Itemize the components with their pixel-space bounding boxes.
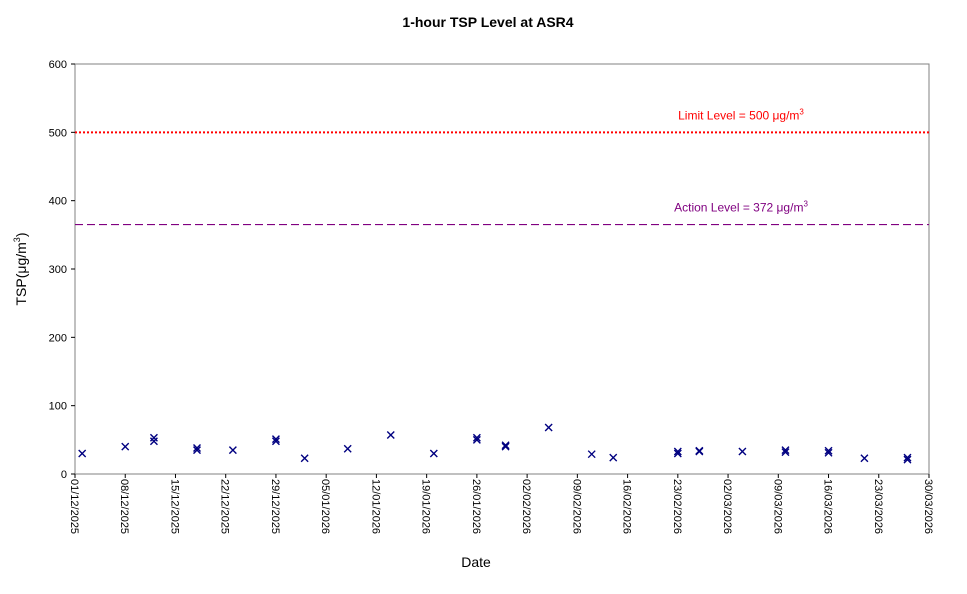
data-point bbox=[472, 435, 481, 444]
y-tick-label: 0 bbox=[61, 469, 67, 481]
y-axis-title-mu: μ bbox=[13, 266, 29, 274]
data-point bbox=[738, 447, 747, 456]
x-tick-label: 23/03/2026 bbox=[872, 479, 884, 534]
data-point bbox=[193, 444, 201, 453]
x-tick-label: 09/02/2026 bbox=[570, 479, 582, 534]
y-tick-label: 600 bbox=[49, 59, 67, 71]
data-point bbox=[149, 433, 158, 442]
y-axis-title-sup: 3 bbox=[12, 237, 22, 242]
data-point bbox=[228, 446, 237, 455]
reference-line-label: Action Level = 372 μg/m3 bbox=[674, 200, 808, 215]
data-point bbox=[343, 444, 352, 453]
x-tick-label: 12/01/2026 bbox=[369, 479, 381, 534]
data-point bbox=[609, 453, 618, 462]
data-point bbox=[193, 446, 201, 455]
data-point bbox=[673, 449, 682, 458]
x-tick-label: 22/12/2025 bbox=[219, 479, 231, 534]
plot-area bbox=[74, 63, 930, 475]
data-point bbox=[121, 442, 130, 451]
data-point bbox=[271, 435, 280, 444]
data-point bbox=[903, 455, 912, 464]
data-point bbox=[544, 423, 553, 432]
y-tick-label: 200 bbox=[49, 332, 67, 344]
y-axis-title-text: TSP( bbox=[13, 273, 29, 305]
data-point bbox=[587, 450, 596, 459]
data-point bbox=[472, 433, 481, 442]
data-point bbox=[695, 446, 704, 455]
x-tick-label: 08/12/2025 bbox=[118, 479, 130, 534]
y-axis-title-close: ) bbox=[13, 233, 29, 238]
x-axis-title: Date bbox=[461, 554, 491, 570]
data-point bbox=[673, 447, 682, 456]
x-axis: 01/12/2025 08/12/2025 15/12/2025 22/12/2025… bbox=[68, 474, 934, 534]
x-tick-label: 05/01/2026 bbox=[319, 479, 331, 534]
y-axis: 0 100 200 300 400 500 600 bbox=[49, 59, 75, 481]
data-point bbox=[429, 449, 438, 458]
x-tick-label: 15/12/2025 bbox=[168, 479, 180, 534]
data-point bbox=[781, 446, 790, 455]
data-point bbox=[271, 437, 280, 446]
data-point bbox=[824, 446, 833, 455]
x-tick-label: 26/01/2026 bbox=[470, 479, 482, 534]
data-markers bbox=[78, 423, 912, 464]
data-point bbox=[78, 449, 87, 458]
reference-line-label: Limit Level = 500 μg/m3 bbox=[678, 107, 804, 122]
x-tick-label: 29/12/2025 bbox=[269, 479, 281, 534]
data-point bbox=[300, 454, 309, 463]
data-point bbox=[149, 437, 158, 446]
data-point bbox=[860, 454, 869, 463]
data-point bbox=[824, 448, 833, 457]
y-tick-label: 500 bbox=[49, 127, 67, 139]
y-tick-label: 100 bbox=[49, 401, 67, 413]
y-axis-title: TSP(μg/m3) bbox=[12, 233, 29, 306]
x-tick-label: 09/03/2026 bbox=[771, 479, 783, 534]
x-tick-label: 23/02/2026 bbox=[671, 479, 683, 534]
data-point bbox=[501, 442, 510, 451]
x-tick-label: 01/12/2025 bbox=[68, 479, 80, 534]
x-tick-label: 19/01/2026 bbox=[420, 479, 432, 534]
x-tick-label: 30/03/2026 bbox=[922, 479, 934, 534]
data-point bbox=[781, 448, 790, 457]
chart-title: 1-hour TSP Level at ASR4 bbox=[402, 14, 573, 30]
data-point bbox=[386, 431, 395, 440]
x-tick-label: 16/02/2026 bbox=[621, 479, 633, 534]
y-tick-label: 400 bbox=[49, 196, 67, 208]
x-tick-label: 02/02/2026 bbox=[520, 479, 532, 534]
y-axis-title-unit: g/m bbox=[13, 242, 29, 265]
data-point bbox=[501, 441, 510, 450]
data-point bbox=[903, 453, 912, 462]
x-tick-label: 16/03/2026 bbox=[822, 479, 834, 534]
x-tick-label: 02/03/2026 bbox=[721, 479, 733, 534]
y-tick-label: 300 bbox=[49, 264, 67, 276]
reference-lines: Limit Level = 500 μg/m3 Action Level = 37… bbox=[75, 107, 929, 226]
